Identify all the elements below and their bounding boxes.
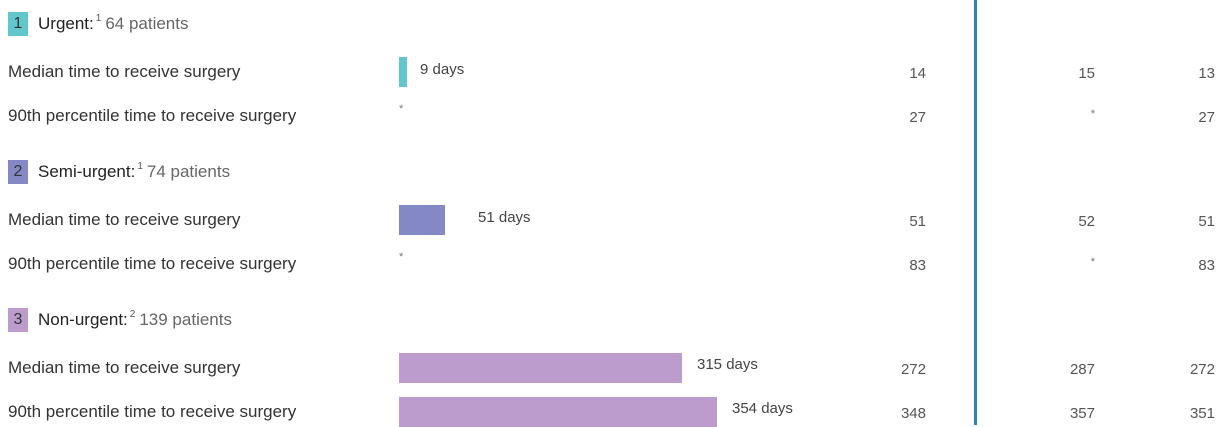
value-col2: * <box>1090 108 1095 120</box>
patient-count: 64 patients <box>105 14 189 33</box>
category-name: Semi-urgent: <box>38 162 136 181</box>
value-col3: 27 <box>1198 109 1215 126</box>
value-col3: 13 <box>1198 65 1215 82</box>
category-number-badge: 2 <box>8 160 28 184</box>
row-label: 90th percentile time to receive surgery <box>8 254 297 273</box>
bar-non-urgent-90th <box>399 397 717 427</box>
footnote-marker: 1 <box>137 160 143 172</box>
category-number-badge: 3 <box>8 308 28 332</box>
value-col3: 272 <box>1189 361 1215 378</box>
group-header-semi-urgent: 2 Semi-urgent: 1 74 patients <box>8 160 230 184</box>
value-col1: 27 <box>909 109 926 126</box>
value-col2: 52 <box>1078 213 1095 230</box>
bar-semi-urgent-median <box>399 205 445 235</box>
bar-value-label: 51 days <box>478 209 531 226</box>
patient-count: 74 patients <box>146 162 231 181</box>
row-label: Median time to receive surgery <box>8 210 241 229</box>
footnote-marker: 1 <box>95 12 102 24</box>
value-col1: 51 <box>909 213 926 230</box>
bar-value-label: 354 days <box>732 400 793 417</box>
value-col2: 15 <box>1078 65 1095 82</box>
category-name: Urgent: <box>38 14 94 33</box>
bar-value-label: 315 days <box>697 356 758 373</box>
value-col1: 14 <box>909 65 926 82</box>
row-label: 90th percentile time to receive surgery <box>8 106 297 125</box>
footnote-marker: 2 <box>129 308 136 320</box>
column-divider <box>974 0 977 425</box>
row-label: Median time to receive surgery <box>8 62 241 81</box>
value-col1: 83 <box>909 257 926 274</box>
not-reported-asterisk: * <box>399 251 404 263</box>
group-header-urgent: 1 Urgent: 1 64 patients <box>8 12 189 36</box>
group-header-non-urgent: 3 Non-urgent: 2 139 patients <box>8 308 232 332</box>
value-col1: 272 <box>900 361 926 378</box>
value-col2: 357 <box>1069 405 1095 422</box>
bar-urgent-median <box>399 57 407 87</box>
value-col1: 348 <box>900 405 926 422</box>
not-reported-asterisk: * <box>399 103 404 115</box>
value-col2: 287 <box>1069 361 1095 378</box>
row-label: 90th percentile time to receive surgery <box>8 402 297 421</box>
value-col3: 51 <box>1198 213 1215 230</box>
category-number-badge: 1 <box>8 12 28 36</box>
bar-value-label: 9 days <box>420 61 465 78</box>
value-col3: 83 <box>1198 257 1215 274</box>
patient-count: 139 patients <box>139 310 232 329</box>
row-label: Median time to receive surgery <box>8 358 241 377</box>
category-name: Non-urgent: <box>38 310 128 329</box>
value-col2: * <box>1090 256 1095 268</box>
bar-non-urgent-median <box>399 353 682 383</box>
value-col3: 351 <box>1189 405 1215 422</box>
